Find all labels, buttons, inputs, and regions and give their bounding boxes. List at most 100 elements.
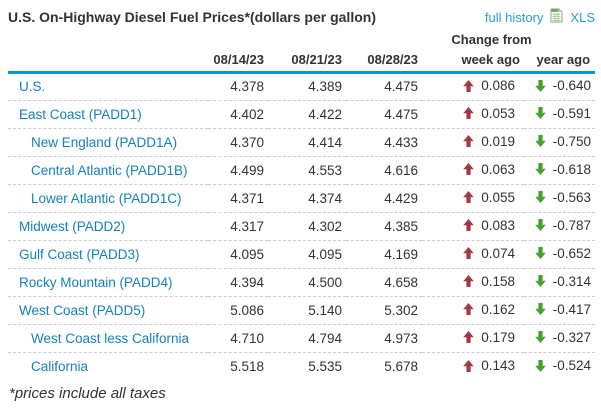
price-value: 4.370 bbox=[230, 134, 264, 150]
price-value: 4.402 bbox=[230, 106, 264, 122]
year-change-value: -0.524 bbox=[552, 358, 592, 373]
table-row: West Coast (PADD5) 5.086 5.140 5.302 0.1… bbox=[8, 296, 596, 324]
price-value: 4.374 bbox=[308, 190, 342, 206]
table-row: Lower Atlantic (PADD1C) 4.371 4.374 4.42… bbox=[8, 184, 596, 212]
year-ago-column-header: year ago bbox=[524, 49, 596, 74]
price-value: 5.140 bbox=[308, 302, 342, 318]
header-bar: U.S. On-Highway Diesel Fuel Prices*(doll… bbox=[8, 5, 595, 29]
week-change-value: 0.179 bbox=[481, 329, 515, 345]
week-change-value: 0.083 bbox=[481, 217, 515, 233]
year-change-value: -0.417 bbox=[552, 301, 592, 317]
down-arrow-icon bbox=[534, 135, 546, 148]
year-change-value: -0.787 bbox=[552, 217, 592, 233]
date-column-header: 08/21/23 bbox=[268, 49, 346, 74]
region-label[interactable]: U.S. bbox=[19, 79, 46, 94]
price-value: 4.371 bbox=[230, 190, 264, 206]
region-label[interactable]: Gulf Coast (PADD3) bbox=[19, 246, 140, 262]
table-row: West Coast less California 4.710 4.794 4… bbox=[8, 324, 596, 352]
week-change-value: 0.086 bbox=[481, 78, 515, 94]
table-row: Central Atlantic (PADD1B) 4.499 4.553 4.… bbox=[8, 156, 596, 184]
week-change-cell: 0.179 bbox=[422, 324, 524, 352]
price-value: 4.422 bbox=[308, 106, 342, 122]
region-label[interactable]: Lower Atlantic (PADD1C) bbox=[31, 190, 182, 206]
week-change-value: 0.158 bbox=[481, 273, 515, 289]
up-arrow-icon bbox=[463, 331, 475, 344]
week-change-value: 0.055 bbox=[481, 189, 515, 205]
table-row: Rocky Mountain (PADD4) 4.394 4.500 4.658… bbox=[8, 268, 596, 296]
year-change-cell: -0.591 bbox=[524, 100, 595, 128]
year-change-value: -0.618 bbox=[552, 161, 592, 177]
year-change-cell: -0.750 bbox=[524, 128, 595, 156]
week-change-value: 0.019 bbox=[481, 133, 515, 149]
price-value: 5.086 bbox=[230, 302, 264, 318]
full-history-link[interactable]: full history bbox=[484, 9, 544, 25]
week-change-cell: 0.074 bbox=[422, 240, 524, 268]
year-change-cell: -0.618 bbox=[524, 156, 595, 184]
price-value: 4.433 bbox=[384, 134, 418, 150]
down-arrow-icon bbox=[534, 163, 546, 176]
week-change-cell: 0.055 bbox=[422, 184, 524, 212]
week-change-cell: 0.063 bbox=[422, 156, 524, 184]
region-label[interactable]: New England (PADD1A) bbox=[31, 134, 178, 150]
spreadsheet-icon[interactable] bbox=[549, 8, 564, 26]
table-row: Midwest (PADD2) 4.317 4.302 4.385 0.083 bbox=[8, 212, 596, 240]
year-change-cell: -0.524 bbox=[524, 352, 595, 380]
price-value: 4.169 bbox=[384, 246, 418, 262]
up-arrow-icon bbox=[463, 247, 475, 260]
price-value: 4.394 bbox=[230, 274, 264, 290]
year-change-value: -0.314 bbox=[552, 273, 592, 289]
price-value: 4.095 bbox=[308, 246, 342, 262]
year-change-value: -0.591 bbox=[552, 105, 592, 121]
down-arrow-icon bbox=[534, 275, 546, 288]
year-change-cell: -0.417 bbox=[524, 296, 595, 324]
region-label[interactable]: West Coast (PADD5) bbox=[19, 302, 146, 318]
down-arrow-icon bbox=[534, 219, 546, 232]
down-arrow-icon bbox=[534, 247, 546, 260]
region-label[interactable]: West Coast less California bbox=[31, 330, 190, 346]
region-label[interactable]: California bbox=[31, 358, 89, 374]
price-value: 4.095 bbox=[230, 246, 264, 262]
date-column-header: 08/14/23 bbox=[208, 49, 268, 74]
down-arrow-icon bbox=[534, 191, 546, 204]
week-change-value: 0.074 bbox=[481, 245, 515, 261]
week-change-value: 0.063 bbox=[481, 161, 515, 177]
up-arrow-icon bbox=[463, 359, 475, 372]
price-value: 4.500 bbox=[308, 274, 342, 290]
xls-link[interactable]: XLS bbox=[570, 9, 595, 25]
year-change-cell: -0.314 bbox=[524, 268, 595, 296]
year-change-value: -0.652 bbox=[552, 245, 592, 261]
up-arrow-icon bbox=[463, 275, 475, 288]
table-row: Gulf Coast (PADD3) 4.095 4.095 4.169 0.0… bbox=[8, 240, 596, 268]
price-value: 4.475 bbox=[384, 79, 418, 94]
up-arrow-icon bbox=[463, 135, 475, 148]
region-label[interactable]: Rocky Mountain (PADD4) bbox=[19, 274, 173, 290]
week-change-cell: 0.158 bbox=[422, 268, 524, 296]
down-arrow-icon bbox=[534, 331, 546, 344]
up-arrow-icon bbox=[463, 163, 475, 176]
down-arrow-icon bbox=[534, 359, 546, 372]
year-change-cell: -0.652 bbox=[524, 240, 595, 268]
price-value: 4.499 bbox=[230, 162, 264, 178]
price-value: 4.710 bbox=[230, 330, 264, 346]
down-arrow-icon bbox=[534, 79, 546, 92]
table-row: New England (PADD1A) 4.370 4.414 4.433 0… bbox=[8, 128, 596, 156]
column-header-row: 08/14/23 08/21/23 08/28/23 week ago year… bbox=[8, 49, 596, 74]
region-label[interactable]: East Coast (PADD1) bbox=[19, 106, 142, 122]
price-value: 4.414 bbox=[308, 134, 342, 150]
year-change-value: -0.563 bbox=[552, 189, 592, 205]
week-change-cell: 0.019 bbox=[422, 128, 524, 156]
region-label[interactable]: Central Atlantic (PADD1B) bbox=[31, 162, 188, 178]
region-label[interactable]: Midwest (PADD2) bbox=[19, 218, 126, 234]
year-change-cell: -0.327 bbox=[524, 324, 595, 352]
up-arrow-icon bbox=[463, 79, 475, 92]
price-value: 4.475 bbox=[384, 106, 418, 122]
page-title: U.S. On-Highway Diesel Fuel Prices*(doll… bbox=[8, 9, 376, 25]
up-arrow-icon bbox=[463, 219, 475, 232]
change-from-header-row: Change from bbox=[8, 30, 595, 49]
price-value: 5.535 bbox=[308, 358, 342, 374]
price-value: 4.317 bbox=[230, 218, 264, 234]
down-arrow-icon bbox=[534, 303, 546, 316]
week-change-cell: 0.143 bbox=[422, 352, 524, 380]
price-value: 4.973 bbox=[384, 330, 418, 346]
price-value: 4.553 bbox=[308, 162, 342, 178]
